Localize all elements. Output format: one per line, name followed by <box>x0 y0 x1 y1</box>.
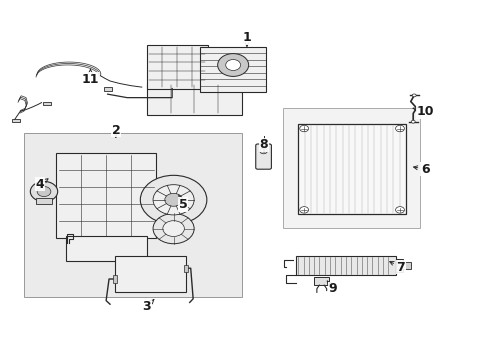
Bar <box>401 261 410 269</box>
Bar <box>115 256 185 292</box>
Text: 7: 7 <box>389 261 405 274</box>
Bar <box>295 256 395 275</box>
Bar <box>298 124 405 214</box>
Circle shape <box>395 125 404 132</box>
Text: 4: 4 <box>36 178 48 191</box>
Circle shape <box>164 193 182 206</box>
Text: 3: 3 <box>142 300 154 313</box>
Bar <box>56 153 156 238</box>
Bar <box>314 277 328 285</box>
Circle shape <box>410 120 414 123</box>
Circle shape <box>37 186 51 197</box>
Circle shape <box>153 213 194 244</box>
Text: 9: 9 <box>326 281 336 295</box>
Circle shape <box>299 125 308 132</box>
Circle shape <box>140 175 206 224</box>
Circle shape <box>395 207 404 213</box>
Text: 10: 10 <box>412 105 433 118</box>
Bar <box>36 198 52 204</box>
Bar <box>395 258 403 273</box>
Bar <box>104 87 112 91</box>
Circle shape <box>30 181 58 202</box>
Bar <box>43 102 51 105</box>
Circle shape <box>299 207 308 213</box>
Text: 5: 5 <box>178 195 187 211</box>
Bar <box>12 119 20 122</box>
Text: 1: 1 <box>242 31 251 46</box>
Bar <box>113 275 117 283</box>
Circle shape <box>217 54 248 76</box>
Circle shape <box>411 94 415 97</box>
Bar <box>24 133 242 297</box>
Text: 8: 8 <box>259 138 268 152</box>
Text: 6: 6 <box>413 163 429 176</box>
Bar <box>282 108 419 228</box>
Circle shape <box>163 221 184 237</box>
Bar <box>146 84 242 115</box>
Text: 11: 11 <box>81 69 99 86</box>
Text: 2: 2 <box>111 124 120 138</box>
Bar <box>183 265 187 272</box>
Circle shape <box>259 148 267 154</box>
Circle shape <box>225 59 240 71</box>
Bar <box>200 47 265 93</box>
FancyBboxPatch shape <box>255 144 271 169</box>
Bar <box>146 45 207 89</box>
Circle shape <box>153 185 194 215</box>
Bar <box>66 236 146 261</box>
